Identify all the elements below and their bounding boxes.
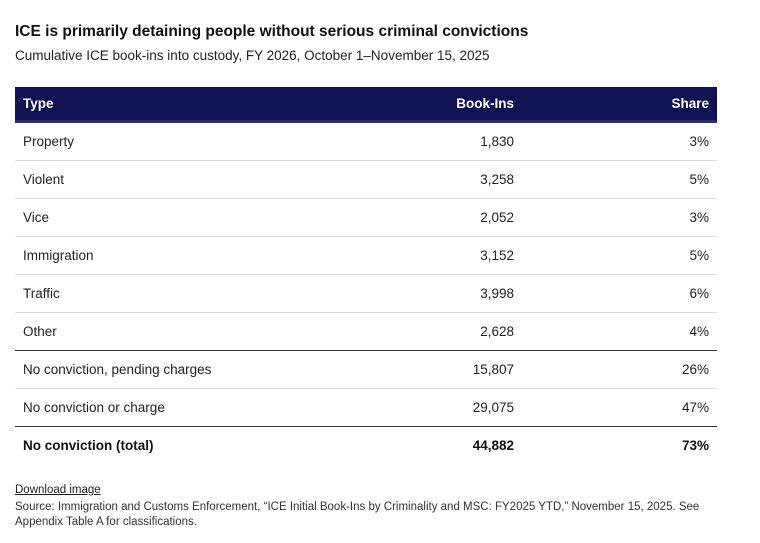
cell-type: Immigration [15, 236, 331, 275]
table-row: No conviction or charge 29,075 47% [15, 388, 717, 427]
download-image-link[interactable]: Download image [15, 484, 101, 496]
cell-type: Violent [15, 160, 331, 199]
cell-share: 47% [522, 388, 717, 427]
data-table: Type Book-Ins Share Property 1,830 3% Vi… [15, 87, 717, 464]
table-row: Other 2,628 4% [15, 312, 717, 351]
cell-type: No conviction (total) [23, 438, 154, 453]
table-row: Traffic 3,998 6% [15, 274, 717, 313]
cell-type: Other [15, 312, 331, 351]
table-header-row: Type Book-Ins Share [15, 87, 717, 123]
table-total-row: No conviction (total) 44,882 73% [15, 427, 717, 465]
cell-share: 6% [522, 274, 717, 313]
table-row: Immigration 3,152 5% [15, 236, 717, 275]
cell-share: 4% [522, 312, 717, 351]
cell-book-ins: 1,830 [331, 121, 522, 161]
column-header-book-ins: Book-Ins [331, 87, 522, 123]
cell-share: 26% [522, 350, 717, 389]
cell-type: Vice [15, 198, 331, 237]
table-row: Property 1,830 3% [15, 121, 717, 161]
cell-type: Traffic [15, 274, 331, 313]
chart-subtitle: Cumulative ICE book-ins into custody, FY… [15, 48, 490, 63]
cell-share: 73% [681, 438, 709, 453]
cell-type: No conviction, pending charges [15, 350, 331, 389]
source-note: Source: Immigration and Customs Enforcem… [15, 501, 700, 528]
cell-type: Property [15, 121, 331, 161]
cell-book-ins: 3,152 [331, 236, 522, 275]
cell-share: 3% [522, 121, 717, 161]
table-row: Violent 3,258 5% [15, 160, 717, 199]
cell-book-ins: 2,052 [331, 198, 522, 237]
cell-type: No conviction or charge [15, 388, 331, 427]
chart-title: ICE is primarily detaining people withou… [15, 23, 529, 40]
column-header-share: Share [522, 87, 717, 123]
cell-book-ins: 29,075 [331, 388, 522, 427]
cell-share: 3% [522, 198, 717, 237]
table-row: No conviction, pending charges 15,807 26… [15, 350, 717, 389]
cell-share: 5% [522, 160, 717, 199]
cell-share: 5% [522, 236, 717, 275]
cell-book-ins: 15,807 [331, 350, 522, 389]
cell-book-ins: 44,882 [472, 438, 514, 453]
cell-book-ins: 3,998 [331, 274, 522, 313]
table-row: Vice 2,052 3% [15, 198, 717, 237]
column-header-type: Type [15, 87, 331, 123]
cell-book-ins: 3,258 [331, 160, 522, 199]
cell-book-ins: 2,628 [331, 312, 522, 351]
